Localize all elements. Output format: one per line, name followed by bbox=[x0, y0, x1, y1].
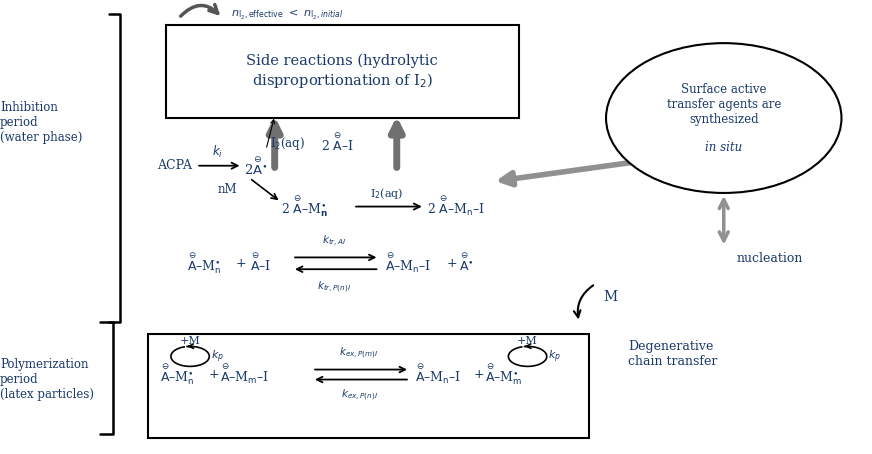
Text: $+$: $+$ bbox=[446, 257, 458, 270]
Text: 2 $\overset{\ominus}{\mathrm{A}}$–M$_\mathrm{n}$–I: 2 $\overset{\ominus}{\mathrm{A}}$–M$_\ma… bbox=[427, 195, 486, 218]
Text: ACPA: ACPA bbox=[157, 159, 192, 172]
Text: $+$: $+$ bbox=[235, 257, 247, 270]
Text: +M: +M bbox=[517, 336, 538, 346]
Text: in situ: in situ bbox=[705, 141, 742, 154]
Text: I$_2$(aq): I$_2$(aq) bbox=[270, 134, 305, 152]
Text: $k_{ex,P(m)I}$: $k_{ex,P(m)I}$ bbox=[339, 346, 379, 361]
Text: nM: nM bbox=[217, 183, 237, 196]
Text: Polymerization
period
(latex particles): Polymerization period (latex particles) bbox=[0, 358, 94, 400]
Text: $+$: $+$ bbox=[208, 368, 219, 381]
FancyBboxPatch shape bbox=[166, 25, 519, 118]
Text: $\overset{\ominus}{\mathrm{A}}$–M$_\mathrm{m}$–I: $\overset{\ominus}{\mathrm{A}}$–M$_\math… bbox=[220, 363, 269, 386]
Text: $n_{\mathrm{I_2,effective}}\ <\ n_{\mathrm{I_2,\mathit{initial}}}$: $n_{\mathrm{I_2,effective}}\ <\ n_{\math… bbox=[231, 8, 344, 22]
Ellipse shape bbox=[606, 43, 841, 193]
Text: $k_p$: $k_p$ bbox=[211, 349, 224, 365]
FancyBboxPatch shape bbox=[148, 334, 589, 438]
Text: 2 $\overset{\ominus}{\mathrm{A}}$–M$_\mathbf{n}^{\bullet}$: 2 $\overset{\ominus}{\mathrm{A}}$–M$_\ma… bbox=[281, 194, 328, 219]
Text: +M: +M bbox=[180, 336, 201, 346]
Text: $\overset{\ominus}{\mathrm{A}}$–M$_\mathrm{m}^{\bullet}$: $\overset{\ominus}{\mathrm{A}}$–M$_\math… bbox=[485, 362, 522, 387]
Text: $k_{ex,P(n)I}$: $k_{ex,P(n)I}$ bbox=[341, 387, 378, 403]
Text: $k_{tr,P(n)I}$: $k_{tr,P(n)I}$ bbox=[317, 279, 351, 295]
Text: $+$: $+$ bbox=[473, 368, 484, 381]
Text: $\overset{\ominus}{\mathrm{A}}$–M$_\mathrm{n}$–I: $\overset{\ominus}{\mathrm{A}}$–M$_\math… bbox=[385, 252, 432, 275]
Text: M: M bbox=[603, 291, 617, 304]
Text: Side reactions (hydrolytic
disproportionation of I$_2$): Side reactions (hydrolytic disproportion… bbox=[247, 54, 438, 89]
Text: $k_i$: $k_i$ bbox=[213, 144, 223, 160]
Text: $k_p$: $k_p$ bbox=[548, 349, 562, 365]
Text: $k_{tr,AI}$: $k_{tr,AI}$ bbox=[322, 234, 346, 249]
Text: $\overset{\ominus}{\mathrm{A}}$$^{\bullet}$: $\overset{\ominus}{\mathrm{A}}$$^{\bulle… bbox=[459, 252, 473, 274]
Text: $\overset{\ominus}{\mathrm{A}}$–I: $\overset{\ominus}{\mathrm{A}}$–I bbox=[250, 252, 271, 274]
Text: Degenerative
chain transfer: Degenerative chain transfer bbox=[628, 340, 717, 368]
Text: $\overset{\ominus}{\mathrm{A}}$–M$_\mathrm{n}^{\bullet}$: $\overset{\ominus}{\mathrm{A}}$–M$_\math… bbox=[187, 251, 222, 276]
Text: Inhibition
period
(water phase): Inhibition period (water phase) bbox=[0, 101, 82, 144]
Text: $\overset{\ominus}{\mathrm{A}}$–M$_\mathrm{n}^{\bullet}$: $\overset{\ominus}{\mathrm{A}}$–M$_\math… bbox=[160, 362, 194, 387]
Text: $\overset{\ominus}{\mathrm{A}}$–M$_\mathrm{n}$–I: $\overset{\ominus}{\mathrm{A}}$–M$_\math… bbox=[415, 363, 461, 386]
Text: Surface active
transfer agents are
synthesized: Surface active transfer agents are synth… bbox=[666, 83, 781, 126]
Text: 2$\overset{\ominus}{\mathrm{A}}$$^{\bullet}$: 2$\overset{\ominus}{\mathrm{A}}$$^{\bull… bbox=[244, 156, 268, 178]
Text: I$_2$(aq): I$_2$(aq) bbox=[371, 186, 404, 201]
Text: nucleation: nucleation bbox=[737, 252, 803, 265]
Text: 2 $\overset{\ominus}{\mathrm{A}}$–I: 2 $\overset{\ominus}{\mathrm{A}}$–I bbox=[321, 132, 354, 154]
